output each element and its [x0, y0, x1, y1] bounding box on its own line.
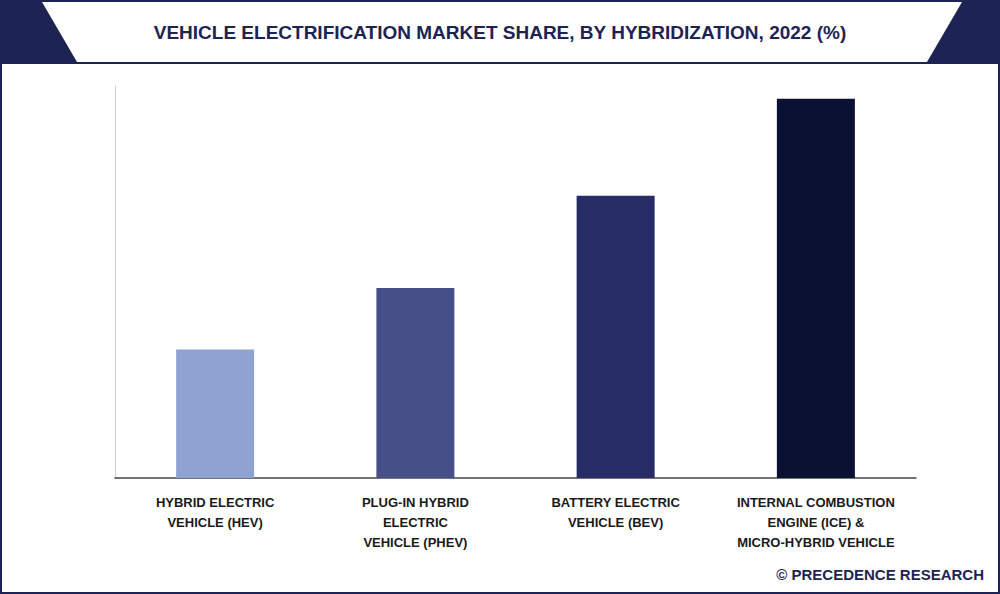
- svg-text:INTERNAL COMBUSTION: INTERNAL COMBUSTION: [737, 495, 895, 510]
- svg-text:MICRO-HYBRID VEHICLE: MICRO-HYBRID VEHICLE: [737, 535, 895, 550]
- svg-text:PLUG-IN HYBRID: PLUG-IN HYBRID: [362, 495, 469, 510]
- svg-text:HYBRID ELECTRIC: HYBRID ELECTRIC: [156, 495, 275, 510]
- svg-text:© PRECEDENCE RESEARCH: © PRECEDENCE RESEARCH: [776, 566, 984, 583]
- svg-text:ENGINE (ICE) &: ENGINE (ICE) &: [767, 515, 864, 530]
- svg-text:ELECTRIC: ELECTRIC: [383, 515, 449, 530]
- svg-text:VEHICLE (PHEV): VEHICLE (PHEV): [363, 535, 467, 550]
- svg-text:VEHICLE (HEV): VEHICLE (HEV): [167, 515, 262, 530]
- svg-text:BATTERY ELECTRIC: BATTERY ELECTRIC: [551, 495, 680, 510]
- svg-text:VEHICLE ELECTRIFICATION MARKET: VEHICLE ELECTRIFICATION MARKET SHARE, BY…: [154, 22, 847, 43]
- svg-text:VEHICLE (BEV): VEHICLE (BEV): [568, 515, 663, 530]
